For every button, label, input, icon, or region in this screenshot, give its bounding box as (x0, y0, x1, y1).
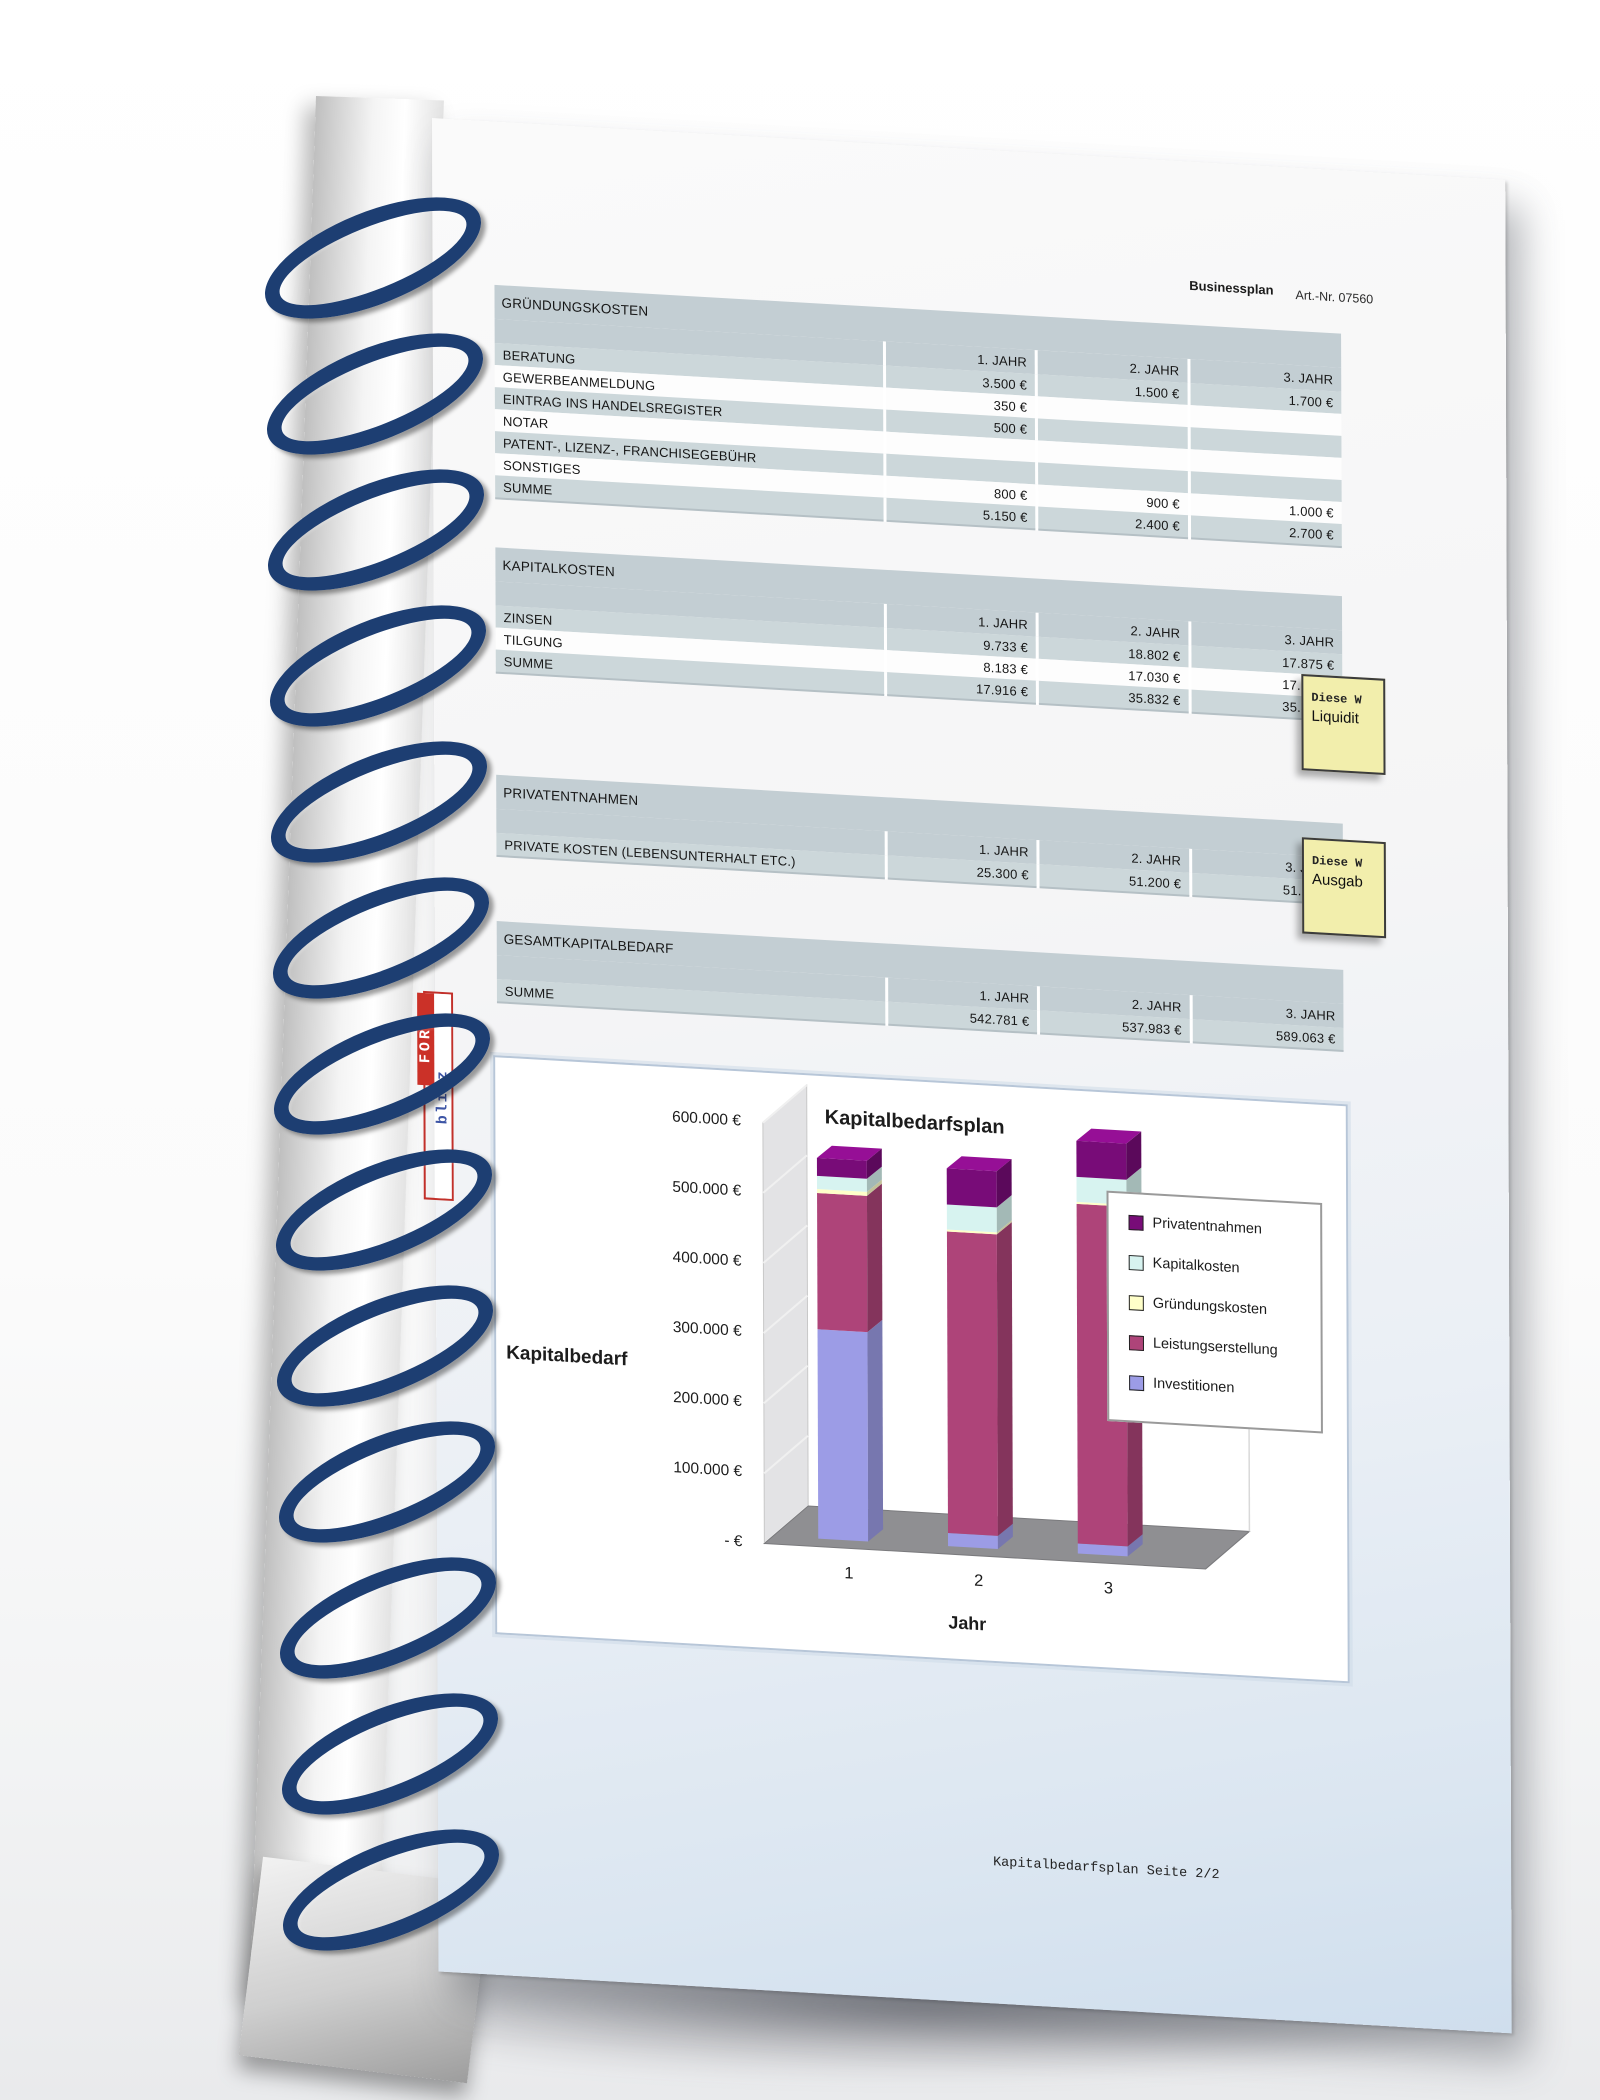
bar-year-2 (946, 1156, 1013, 1549)
cost-table: GRÜNDUNGSKOSTEN 1. JAHR 2. JAHR 3. JAHR BERA… (494, 284, 1342, 548)
bar-segment-investitionen (817, 1319, 884, 1542)
legend-label: Kapitalkosten (1152, 1255, 1240, 1277)
legend-swatch (1128, 1294, 1144, 1311)
legend-swatch (1128, 1334, 1144, 1351)
bar-segment-privatentnahmen (816, 1145, 882, 1179)
page-footer: Kapitalbedarfsplan Seite 2/2 (993, 1855, 1220, 1884)
legend-swatch (1128, 1254, 1144, 1271)
sticky-note-line: Diese W (1311, 690, 1362, 708)
sticky-note-liquiditaet: Diese W Liquidit (1301, 673, 1386, 775)
kapitalbedarfsplan-chart: Kapitalbedarfsplan Kapitalbedarf Jahr 60… (493, 1055, 1350, 1684)
x-tick-label: 3 (1103, 1579, 1114, 1598)
legend-label: Investitionen (1153, 1375, 1235, 1397)
cost-tables: GRÜNDUNGSKOSTEN 1. JAHR 2. JAHR 3. JAHR BERA… (432, 118, 1505, 1052)
document-page: Businessplan Art.-Nr. 07560 GRÜNDUNGSKOS… (417, 118, 1512, 2034)
legend-item: Privatentnahmen (1128, 1214, 1315, 1241)
sticky-note-line: Ausgab (1311, 870, 1363, 891)
legend-label: Gründungskosten (1152, 1295, 1268, 1319)
legend-label: Privatentnahmen (1152, 1215, 1262, 1238)
legend-item: Gründungskosten (1128, 1294, 1315, 1321)
bar-segment-side (867, 1319, 884, 1542)
document-header: Businessplan Art.-Nr. 07560 (1189, 277, 1374, 307)
brand-label: Businessplan (1189, 277, 1274, 298)
x-axis-title: Jahr (948, 1612, 987, 1635)
bar-segment-side (996, 1222, 1013, 1536)
cost-table: KAPITALKOSTEN 1. JAHR 2. JAHR 3. JAHR ZINSEN… (495, 547, 1343, 722)
bar-segment-privatentnahmen (946, 1156, 1012, 1208)
x-tick-label: 2 (974, 1571, 984, 1591)
x-tick-label: 1 (844, 1564, 854, 1583)
cost-table: GESAMTKAPITALBEDARF 1. JAHR 2. JAHR 3. JAHR… (496, 921, 1344, 1052)
bar-segment-leistungserstellung (817, 1183, 883, 1332)
sticky-note-line: Diese W (1311, 853, 1363, 871)
article-number: Art.-Nr. 07560 (1295, 287, 1374, 307)
bar-segment-kapitalkosten (946, 1195, 1012, 1233)
bar-segment-privatentnahmen (1076, 1128, 1142, 1180)
legend-label: Leistungserstellung (1152, 1335, 1278, 1359)
legend-item: Investitionen (1129, 1374, 1315, 1401)
chart-legend: Privatentnahmen Kapitalkosten Gründungskos… (1106, 1190, 1323, 1434)
legend-swatch (1129, 1374, 1145, 1391)
bar-segment-leistungserstellung (946, 1222, 1013, 1536)
sticky-note-line: Liquidit (1311, 707, 1359, 728)
legend-swatch (1128, 1214, 1144, 1231)
bar-segment-side (866, 1183, 883, 1332)
legend-item: Kapitalkosten (1128, 1254, 1315, 1281)
sticky-note-ausgaben: Diese W Ausgab (1301, 837, 1387, 939)
bar-year-1 (816, 1145, 884, 1542)
legend-item: Leistungserstellung (1128, 1334, 1315, 1361)
